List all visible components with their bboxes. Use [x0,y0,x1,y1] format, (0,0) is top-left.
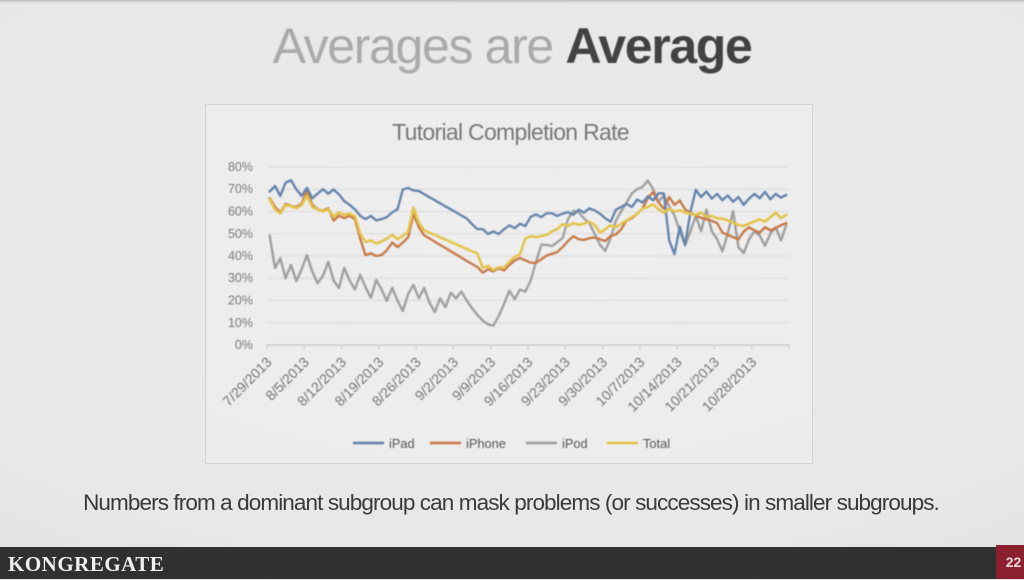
svg-text:70%: 70% [228,182,253,196]
svg-text:0%: 0% [235,338,253,352]
svg-text:20%: 20% [228,294,253,308]
svg-text:iPad: iPad [389,436,415,451]
svg-text:iPhone: iPhone [466,436,506,451]
svg-text:Total: Total [643,436,670,451]
svg-text:80%: 80% [228,160,253,174]
svg-text:7/29/2013: 7/29/2013 [219,354,275,410]
svg-text:10%: 10% [228,316,253,330]
svg-text:60%: 60% [228,205,253,219]
svg-text:40%: 40% [228,249,253,263]
svg-text:30%: 30% [228,271,253,285]
svg-text:iPod: iPod [562,436,588,451]
svg-text:50%: 50% [228,227,253,241]
